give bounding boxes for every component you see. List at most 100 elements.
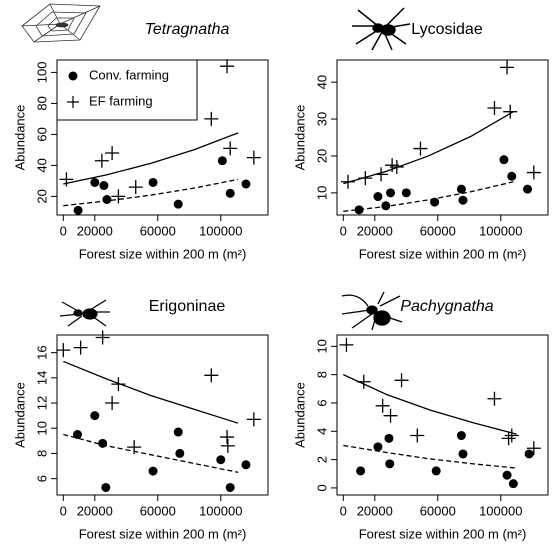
fit-line	[343, 444, 517, 469]
point	[339, 337, 354, 352]
point	[456, 184, 466, 194]
point	[102, 195, 112, 204]
point	[72, 430, 82, 440]
point	[504, 428, 519, 443]
point	[401, 188, 411, 198]
point	[386, 188, 396, 198]
point	[358, 171, 373, 186]
panel-title: Lycosidae	[411, 21, 483, 38]
point	[175, 448, 185, 458]
spider-icon	[352, 7, 411, 51]
legend-box	[56, 59, 198, 121]
point	[59, 172, 74, 187]
point	[487, 391, 502, 406]
y-tick-label: 14	[34, 371, 49, 385]
y-tick-label: 60	[34, 127, 49, 141]
y-tick-label: 6	[34, 475, 49, 482]
point	[413, 141, 428, 156]
panel: Erigoninae 0 20000 60000 100000 6 8 10 12 14 16 For…	[12, 298, 269, 541]
point	[241, 460, 251, 470]
point	[105, 396, 120, 411]
point	[225, 188, 235, 198]
point	[381, 201, 391, 211]
point	[487, 100, 502, 115]
point	[383, 408, 398, 423]
fit-line	[343, 181, 514, 212]
point	[111, 377, 126, 392]
point	[225, 482, 235, 492]
point	[526, 441, 541, 456]
point	[94, 153, 109, 168]
point	[105, 146, 120, 160]
x-tick-label: 0	[340, 223, 347, 238]
y-tick-label: 20	[34, 189, 49, 203]
fit-line	[63, 178, 239, 207]
point	[90, 177, 100, 187]
x-tick-label: 0	[60, 223, 67, 238]
point	[375, 398, 390, 413]
panel: Tetragnatha 0 20000 60000 100000 20 40 60 80 100 F…	[12, 21, 269, 261]
point	[99, 181, 109, 191]
point	[431, 466, 441, 476]
panel-title: Erigoninae	[149, 298, 226, 315]
x-tick-label: 60000	[420, 223, 456, 238]
y-axis-label: Abundance	[292, 105, 307, 171]
x-tick-label: 20000	[357, 503, 393, 518]
y-tick-label: 8	[314, 371, 329, 378]
point	[148, 466, 158, 476]
y-tick-label: 4	[314, 428, 329, 435]
fit-line	[343, 111, 514, 185]
plot-frame	[56, 59, 269, 216]
fit-line	[63, 360, 239, 424]
point	[95, 330, 110, 345]
panel: Lycosidae 0 20000 60000 100000 10 20 30 40 Forest…	[292, 21, 549, 261]
point	[507, 171, 517, 181]
point	[216, 455, 226, 465]
point	[373, 192, 383, 202]
fit-line	[63, 132, 239, 185]
y-tick-label: 10	[314, 186, 329, 200]
y-tick-label: 20	[314, 149, 329, 163]
x-tick-label: 60000	[420, 503, 456, 518]
fit-line	[343, 374, 517, 435]
point	[73, 340, 88, 355]
panel-title: Tetragnatha	[145, 21, 230, 38]
point	[341, 174, 356, 189]
point	[354, 205, 364, 215]
point	[500, 60, 515, 75]
plot-frame	[336, 59, 549, 216]
point	[499, 155, 509, 165]
point	[502, 470, 512, 480]
point	[204, 368, 219, 383]
plot-frame	[56, 334, 269, 496]
point	[456, 431, 466, 441]
legend-marker	[68, 71, 78, 81]
point	[526, 165, 541, 180]
y-tick-label: 30	[314, 112, 329, 126]
point	[508, 479, 518, 489]
point	[220, 59, 235, 74]
x-axis-label: Forest size within 200 m (m²)	[359, 526, 527, 541]
point	[246, 150, 261, 165]
x-tick-label: 100000	[199, 503, 242, 518]
legend-marker	[67, 96, 79, 108]
y-tick-label: 100	[34, 62, 49, 84]
point	[217, 156, 227, 166]
point	[356, 466, 366, 476]
point	[458, 449, 468, 459]
point	[220, 430, 235, 445]
x-tick-label: 60000	[140, 503, 176, 518]
y-tick-label: 6	[314, 399, 329, 406]
point	[246, 412, 261, 427]
y-tick-label: 10	[34, 421, 49, 435]
y-axis-label: Abundance	[292, 382, 307, 448]
point	[127, 440, 142, 455]
x-tick-label: 60000	[140, 223, 176, 238]
y-tick-label: 0	[314, 484, 329, 491]
point	[374, 167, 389, 182]
point	[523, 184, 533, 194]
spider-icon	[341, 291, 403, 331]
plot-frame	[336, 334, 549, 496]
x-axis-label: Forest size within 200 m (m²)	[359, 246, 527, 261]
